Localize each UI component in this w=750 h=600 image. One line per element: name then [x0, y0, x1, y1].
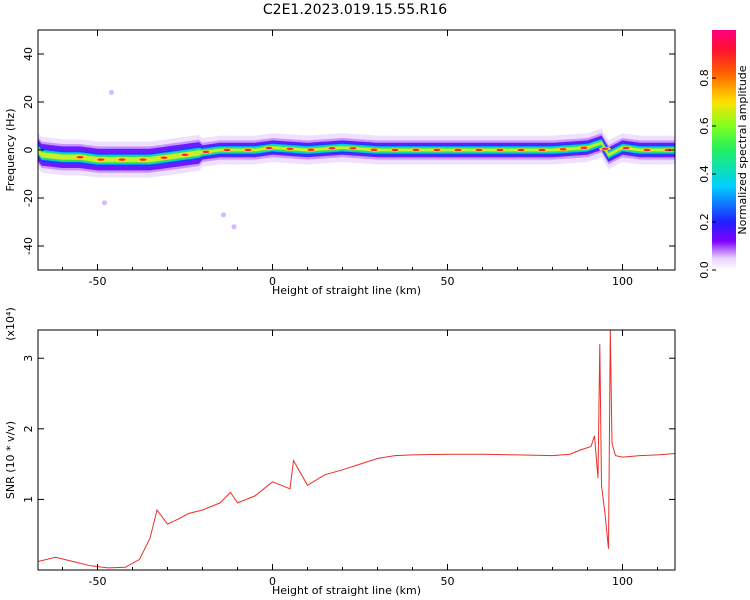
colorbar-tick-label: 0.8: [698, 69, 711, 87]
colorbar-tick-label: 0.2: [698, 213, 711, 231]
x-tick-label: 50: [441, 275, 455, 288]
spectrogram-peak-core: [517, 148, 525, 152]
snr-axes: -50 0 50 100 1 2 3: [22, 330, 675, 588]
spectrogram-peak-core: [391, 148, 399, 152]
spectrogram-scatter-point: [231, 224, 237, 230]
y-tick-label: -20: [22, 189, 35, 207]
x-tick-label: 0: [269, 275, 276, 288]
spectrogram-peak-core: [286, 147, 294, 150]
y-tick-label: 40: [22, 47, 35, 61]
spectrogram-peak-core: [97, 158, 105, 161]
spectrogram-scatter-point: [102, 200, 107, 206]
x-tick-label: -50: [89, 575, 107, 588]
spectrogram-peak-core: [328, 147, 336, 150]
x-tick-label: 50: [441, 575, 455, 588]
spectrogram-peak-core: [643, 148, 651, 152]
spectrogram-peak-core: [202, 150, 210, 154]
spectrogram-peak-core: [622, 146, 630, 150]
spectrogram-scatter-point: [221, 212, 226, 218]
colorbar: 0.0 0.2 0.4 0.6 0.8 Normalized spectral ampl…: [698, 30, 749, 279]
spectrogram-peak-core: [454, 148, 462, 152]
spectrogram-peak-core: [181, 153, 189, 156]
x-tick-label: 0: [269, 575, 276, 588]
spectrogram-x-label: Height of straight line (km): [272, 284, 421, 297]
snr-x-label: Height of straight line (km): [272, 584, 421, 597]
snr-frame: [37, 329, 676, 571]
snr-series-line: [38, 330, 675, 569]
spectrogram-peak-core: [160, 156, 168, 159]
colorbar-tick-label: 0.4: [698, 165, 711, 183]
x-tick-label: 100: [612, 575, 633, 588]
spectrogram-peak-core: [118, 158, 126, 161]
colorbar-gradient: [712, 30, 736, 270]
spectrogram-peak-core: [475, 148, 483, 152]
y-tick-label: 20: [22, 95, 35, 109]
spectrogram-peak-core: [349, 147, 357, 150]
spectrogram-peak-core: [244, 148, 252, 152]
snr-y-label: SNR (10 * v/v): [4, 421, 17, 499]
spectrogram-band: [38, 139, 675, 165]
x-tick-label: 100: [612, 275, 633, 288]
y-tick-label: 1: [22, 496, 35, 503]
spectrogram-peak-core: [76, 156, 84, 159]
spectrogram-peak-core: [664, 148, 672, 152]
snr-panel: -50 0 50 100 1 2 3 Height of straight line (km…: [4, 307, 676, 597]
spectrogram-y-label: Frequency (Hz): [4, 109, 17, 192]
y-tick-label: 3: [22, 355, 35, 362]
colorbar-label: Normalized spectral amplitude: [736, 65, 749, 234]
spectrogram-marks: [38, 89, 675, 230]
spectrogram-peak-core: [580, 146, 588, 150]
spectrogram-peak-core: [307, 148, 315, 151]
spectrogram-peak-core: [601, 147, 609, 150]
spectrogram-peak-core: [412, 148, 420, 152]
spectrogram-peak-core: [265, 146, 273, 150]
spectrogram-peak-core: [496, 148, 504, 152]
spectrogram-peak-core: [559, 148, 567, 151]
y-tick-label: 0: [22, 147, 35, 154]
spectrogram-scatter-point: [109, 89, 114, 95]
spectrogram-peak-core: [223, 148, 231, 152]
spectrogram-peak-core: [139, 158, 147, 161]
y-tick-label: -40: [22, 237, 35, 255]
y-tick-label: 2: [22, 425, 35, 432]
spectrogram-axes: -50 0 50 100 -40 -20 0 20 40: [22, 30, 675, 288]
spectrogram-peak-core: [538, 148, 546, 152]
snr-y-scale-label: (x10⁴): [4, 307, 17, 341]
spectrogram-peak-core: [370, 148, 378, 151]
x-tick-label: -50: [89, 275, 107, 288]
colorbar-tick-label: 0.6: [698, 117, 711, 135]
spectrogram-panel: -50 0 50 100 -40 -20 0 20 40 Height of straight …: [4, 29, 676, 297]
spectrogram-peak-core: [433, 148, 441, 152]
chart-title: C2E1.2023.019.15.55.R16: [263, 2, 447, 18]
colorbar-ticks: 0.0 0.2 0.4 0.6 0.8: [698, 69, 716, 279]
colorbar-tick-label: 0.0: [698, 261, 711, 279]
